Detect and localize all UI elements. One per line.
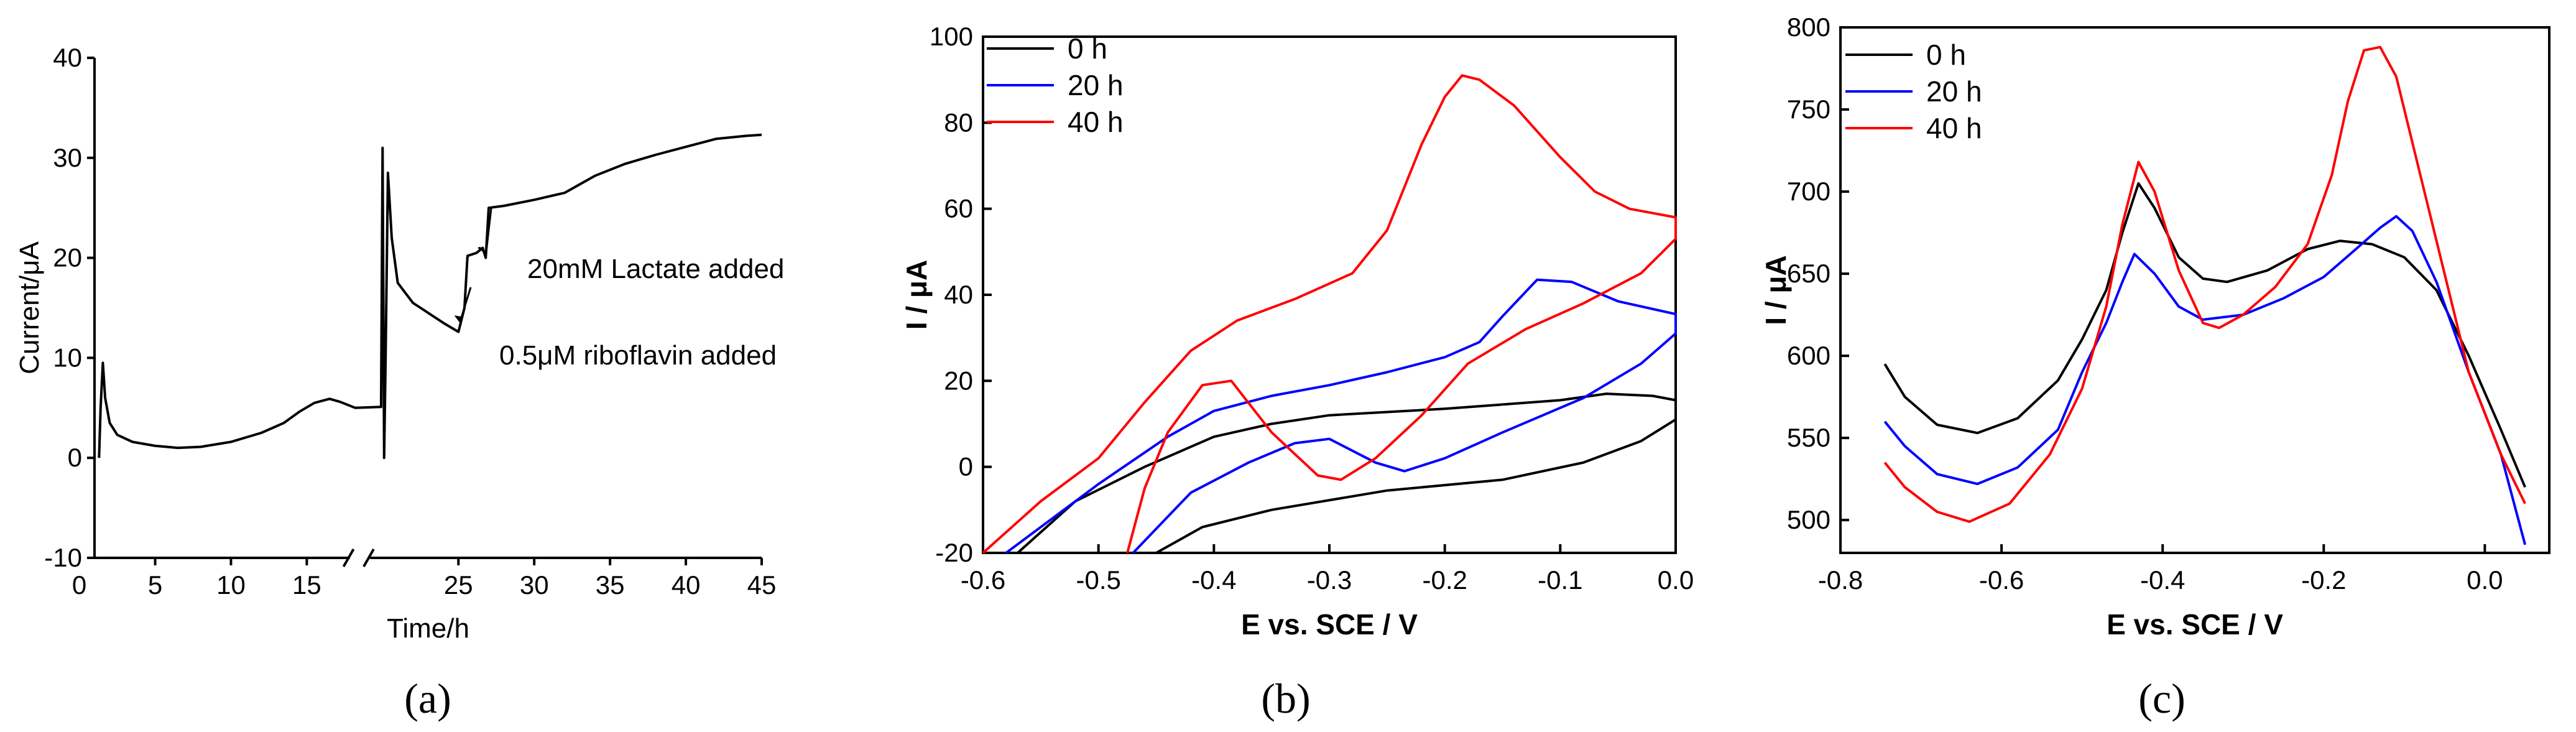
panel-b-chart: -20 0 20 40 60 80 100 -0.6 -0.5 -0.4 -0.3 -0.2 -0.1 0… [900,22,1694,722]
y-tick-label: 40 [944,280,973,309]
panel-caption: (a) [404,675,451,722]
x-tick-label: 10 [216,570,246,600]
y-tick-label: 650 [1787,259,1830,288]
x-tick-label: 0 [72,570,86,600]
series-line-20h [1005,278,1677,554]
x-tick-label: 0.0 [1658,565,1694,595]
x-axis-title: E vs. SCE / V [1241,608,1418,641]
legend-label: 40 h [1926,112,1982,144]
y-tick-label: 10 [53,343,82,372]
annotation-arrow-lactate [485,208,492,252]
x-tick-label: -0.3 [1307,565,1352,595]
x-tick-label: -0.6 [961,565,1005,595]
y-axis-title: I / μA [900,260,933,330]
legend-label: 20 h [1068,69,1124,101]
series-line-0h [1017,392,1677,554]
series-line-40h [982,74,1677,554]
x-tick-label: -0.2 [2301,565,2346,595]
y-tick-label: -10 [44,543,82,572]
legend-label: 20 h [1926,75,1982,108]
legend-label: 0 h [1926,39,1966,71]
x-tick-label: -0.5 [1076,565,1120,595]
x-tick-label: 5 [148,570,162,600]
x-axis-title: Time/h [387,613,469,644]
series-line-0h [1883,182,2526,488]
y-tick-label: 0 [959,452,973,481]
x-tick-label: 45 [747,570,777,600]
y-tick-label: 30 [53,143,82,172]
x-tick-label: -0.2 [1422,565,1467,595]
y-tick-label: 0 [68,443,82,472]
y-tick-label: 80 [944,108,973,137]
series-line-40h [1883,45,2526,523]
y-tick-label: 100 [930,22,973,51]
y-tick-label: 550 [1787,423,1830,452]
x-tick-label: 30 [520,570,549,600]
x-tick-label: 15 [292,570,321,600]
y-tick-label: 20 [53,243,82,272]
panel-caption: (c) [2138,675,2185,722]
x-tick-label: 0.0 [2467,565,2503,595]
y-tick-label: 700 [1787,177,1830,206]
annotation-arrow-riboflavin [459,287,472,321]
y-tick-label: 600 [1787,341,1830,370]
y-axis-title: I / μA [1760,255,1792,325]
x-tick-label: -0.1 [1538,565,1582,595]
x-tick-label: 25 [444,570,473,600]
y-tick-label: -20 [935,538,973,567]
panel-c-chart: 500 550 600 650 700 750 800 -0.8 -0.6 -0.4 -0.2 0.0… [1760,12,2551,722]
y-tick-label: 40 [53,43,82,72]
y-tick-label: 20 [944,366,973,395]
axis-break-mark [362,549,375,567]
panel-caption: (b) [1261,675,1310,722]
y-tick-label: 500 [1787,505,1830,534]
x-axis-title: E vs. SCE / V [2107,608,2283,641]
series-line-current [98,133,762,460]
legend-label: 0 h [1068,32,1107,65]
annotation-lactate: 20mM Lactate added [527,254,784,284]
y-axis-title: Current/μA [14,241,45,374]
x-tick-label: -0.6 [1979,565,2024,595]
x-tick-label: -0.4 [2140,565,2185,595]
series-line-20h [1883,215,2527,545]
legend-label: 40 h [1068,106,1124,138]
annotation-riboflavin: 0.5μM riboflavin added [499,340,777,371]
annotation-arrowhead-lactate [478,246,488,256]
x-tick-label: -0.4 [1191,565,1236,595]
x-tick-label: 35 [596,570,625,600]
y-tick-label: 60 [944,194,973,223]
x-tick-label: 40 [672,570,701,600]
axis-break-mark [342,549,355,567]
x-tick-label: -0.8 [1818,565,1863,595]
y-tick-label: 800 [1787,12,1830,42]
plot-frame [1839,26,2551,554]
y-tick-label: 750 [1787,95,1830,124]
annotation-arrowhead-riboflavin [454,315,462,326]
